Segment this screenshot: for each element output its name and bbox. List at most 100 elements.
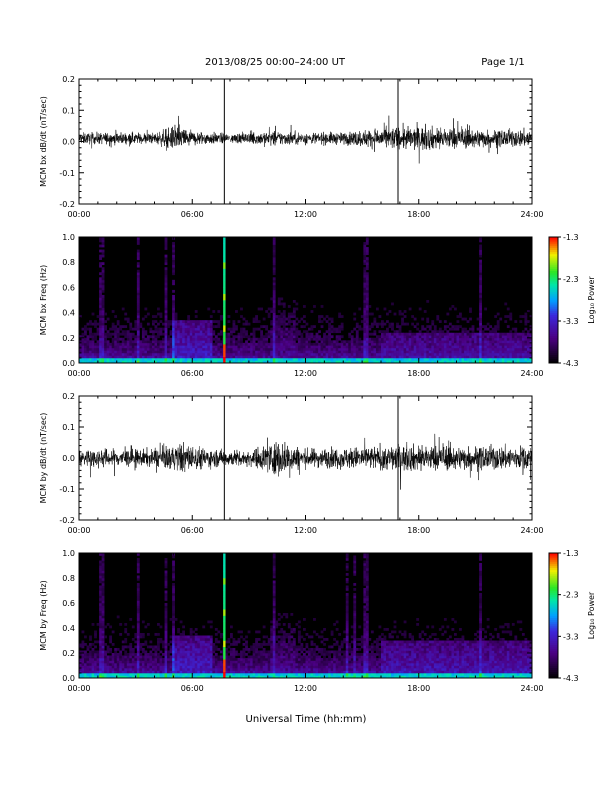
heatmap-cell — [381, 348, 384, 351]
heatmap-cell — [502, 335, 505, 338]
heatmap-cell — [426, 320, 429, 323]
heatmap-cell — [399, 330, 402, 333]
heatmap-cell — [102, 358, 105, 361]
heatmap-cell — [444, 325, 447, 328]
heatmap-cell — [129, 648, 132, 651]
heatmap-cell — [517, 355, 520, 358]
heatmap-cell — [288, 355, 291, 358]
heatmap-cell — [162, 353, 165, 356]
heatmap-cell — [182, 673, 185, 676]
heatmap-cell — [192, 651, 195, 654]
heatmap-cell — [313, 355, 316, 358]
heatmap-cell — [477, 343, 480, 346]
heatmap-cell — [137, 355, 140, 358]
heatmap-cell — [326, 335, 329, 338]
heatmap-cell — [167, 668, 170, 671]
heatmap-cell — [220, 358, 223, 361]
heatmap-cell — [376, 353, 379, 356]
heatmap-cell — [87, 353, 90, 356]
heatmap-cell — [504, 353, 507, 356]
heatmap-cell — [243, 353, 246, 356]
heatmap-cell — [102, 313, 105, 316]
heatmap-cell — [102, 626, 105, 629]
heatmap-cell — [205, 340, 208, 343]
heatmap-cell — [160, 666, 163, 669]
heatmap-cell — [147, 666, 150, 669]
heatmap-cell — [265, 335, 268, 338]
heatmap-cell — [172, 618, 175, 621]
heatmap-cell — [230, 330, 233, 333]
heatmap-cell — [346, 358, 349, 361]
heatmap-cell — [467, 343, 470, 346]
heatmap-cell — [411, 315, 414, 318]
heatmap-cell — [250, 340, 253, 343]
heatmap-cell — [172, 663, 175, 666]
bright-line-segment — [223, 287, 225, 294]
heatmap-cell — [165, 598, 168, 601]
heatmap-cell — [361, 315, 364, 318]
heatmap-cell — [494, 345, 497, 348]
heatmap-cell — [233, 355, 236, 358]
heatmap-cell — [155, 355, 158, 358]
heatmap-cell — [396, 338, 399, 341]
heatmap-cell — [157, 671, 160, 674]
heatmap-cell — [122, 308, 125, 311]
heatmap-cell — [87, 648, 90, 651]
heatmap-cell — [361, 320, 364, 323]
heatmap-cell — [293, 358, 296, 361]
heatmap-cell — [104, 355, 107, 358]
heatmap-cell — [109, 350, 112, 353]
heatmap-cell — [250, 673, 253, 676]
heatmap-cell — [464, 343, 467, 346]
heatmap-cell — [82, 663, 85, 666]
heatmap-cell — [92, 350, 95, 353]
heatmap-cell — [295, 328, 298, 331]
heatmap-cell — [217, 353, 220, 356]
heatmap-cell — [210, 666, 213, 669]
heatmap-cell — [298, 320, 301, 323]
heatmap-cell — [243, 643, 246, 646]
heatmap-cell — [117, 668, 120, 671]
heatmap-cell — [187, 323, 190, 326]
heatmap-cell — [172, 315, 175, 318]
heatmap-cell — [137, 328, 140, 331]
heatmap-cell — [285, 643, 288, 646]
heatmap-cell — [416, 338, 419, 341]
heatmap-cell — [165, 613, 168, 616]
heatmap-cell — [162, 663, 165, 666]
heatmap-cell — [323, 355, 326, 358]
heatmap-cell — [205, 653, 208, 656]
heatmap-cell — [137, 598, 140, 601]
heatmap-cell — [411, 323, 414, 326]
heatmap-cell — [459, 355, 462, 358]
heatmap-cell — [104, 333, 107, 336]
heatmap-cell — [99, 611, 102, 614]
heatmap-cell — [248, 658, 251, 661]
heatmap-cell — [102, 318, 105, 321]
heatmap-cell — [253, 330, 256, 333]
heatmap-cell — [238, 661, 241, 664]
heatmap-cell — [89, 651, 92, 654]
heatmap-cell — [265, 343, 268, 346]
heatmap-cell — [172, 320, 175, 323]
heatmap-cell — [288, 333, 291, 336]
heatmap-cell — [187, 668, 190, 671]
heatmap-cell — [233, 325, 236, 328]
heatmap-cell — [270, 328, 273, 331]
heatmap-cell — [514, 355, 517, 358]
heatmap-cell — [122, 355, 125, 358]
heatmap-cell — [190, 636, 193, 639]
heatmap-cell — [165, 315, 168, 318]
heatmap-cell — [509, 348, 512, 351]
heatmap-cell — [469, 350, 472, 353]
heatmap-cell — [288, 666, 291, 669]
heatmap-cell — [217, 345, 220, 348]
heatmap-cell — [165, 345, 168, 348]
heatmap-cell — [484, 335, 487, 338]
heatmap-cell — [109, 636, 112, 639]
heatmap-cell — [152, 343, 155, 346]
heatmap-cell — [444, 335, 447, 338]
heatmap-cell — [527, 353, 530, 356]
heatmap-cell — [348, 350, 351, 353]
heatmap-cell — [137, 648, 140, 651]
